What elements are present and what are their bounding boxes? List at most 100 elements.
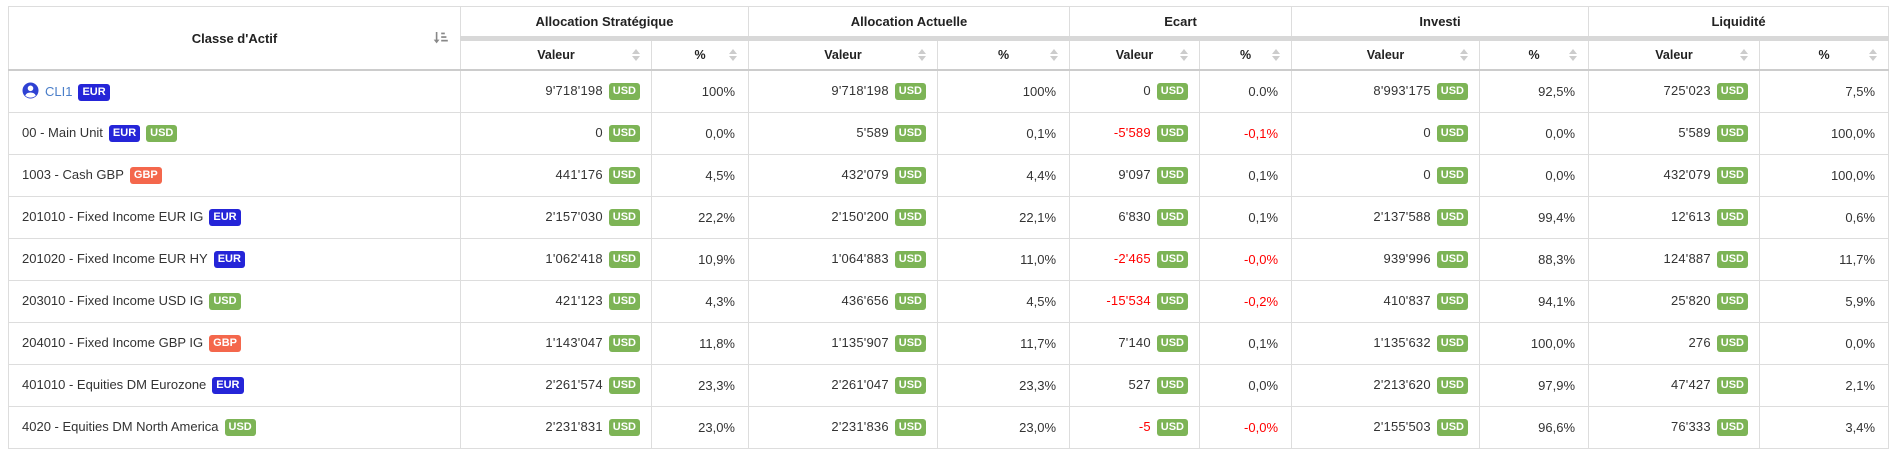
- sort-arrows-icon: [1460, 49, 1469, 61]
- percent-cell: 0.0%: [1199, 69, 1293, 113]
- value-amount: 527: [1128, 377, 1151, 392]
- percent-cell: 23,0%: [936, 406, 1071, 449]
- currency-badge-usd: USD: [608, 419, 640, 436]
- percent-cell: 22,1%: [936, 196, 1071, 239]
- percent-cell: 10,9%: [651, 238, 749, 281]
- value-amount: 2'231'836: [831, 419, 889, 434]
- percent-cell: 4,4%: [936, 154, 1071, 197]
- header-asset-class[interactable]: Classe d'Actif: [8, 6, 461, 71]
- currency-badge-usd: USD: [1436, 251, 1469, 268]
- asset-class-label: 00 - Main Unit: [22, 125, 103, 140]
- value-column-header-3[interactable]: Valeur: [1291, 38, 1481, 71]
- currency-badge-usd: USD: [1156, 209, 1189, 226]
- value-amount: 1'064'883: [831, 251, 889, 266]
- sort-arrows-icon: [632, 49, 641, 61]
- value-cell: 47'427 USD: [1588, 364, 1761, 407]
- value-amount: 7'140: [1118, 335, 1151, 350]
- value-amount: -5'589: [1113, 125, 1151, 140]
- percent-cell: 23,3%: [936, 364, 1071, 407]
- percent-cell: 11,0%: [936, 238, 1071, 281]
- value-cell: 527 USD: [1069, 364, 1201, 407]
- value-cell: 2'261'047 USD: [748, 364, 938, 407]
- value-cell: 1'143'047 USD: [460, 322, 652, 365]
- asset-class-cell: 1003 - Cash GBP GBP: [8, 154, 461, 197]
- value-column-header-1[interactable]: Valeur: [748, 38, 938, 71]
- currency-badge-usd: USD: [608, 251, 640, 268]
- group-header-row: Classe d'Actif Allocation Stratégique Al…: [8, 6, 1890, 71]
- allocation-table: Classe d'Actif Allocation Stratégique Al…: [8, 6, 1890, 449]
- value-amount: 1'135'907: [831, 335, 889, 350]
- value-amount: 9'097: [1118, 167, 1151, 182]
- sort-arrows-icon: [1869, 49, 1878, 61]
- percent-cell: 0,1%: [1199, 196, 1293, 239]
- client-link[interactable]: CLI1: [45, 84, 73, 99]
- value-cell: 2'157'030 USD: [460, 196, 652, 239]
- percent-cell: 94,1%: [1479, 280, 1590, 323]
- value-cell: 9'718'198 USD: [460, 69, 652, 113]
- group-header-allocation-strategique[interactable]: Allocation Stratégique: [460, 6, 749, 41]
- value-amount: 5'589: [1678, 125, 1711, 140]
- currency-badge-usd: USD: [894, 125, 926, 142]
- value-column-header-4[interactable]: Valeur: [1588, 38, 1761, 71]
- value-cell: -2'465 USD: [1069, 238, 1201, 281]
- percent-column-header-1[interactable]: %: [936, 38, 1071, 71]
- currency-badge-usd: USD: [1436, 335, 1469, 352]
- currency-badge-usd: USD: [1156, 251, 1189, 268]
- group-header-allocation-actuelle[interactable]: Allocation Actuelle: [747, 6, 1071, 41]
- value-amount: 124'887: [1663, 251, 1711, 266]
- asset-class-cell: 401010 - Equities DM Eurozone EUR: [8, 364, 461, 407]
- currency-badge-usd: USD: [1716, 209, 1749, 226]
- value-amount: 276: [1688, 335, 1711, 350]
- sort-arrows-icon: [1180, 49, 1189, 61]
- currency-badge-usd: USD: [1436, 293, 1469, 310]
- value-amount: 432'079: [841, 167, 889, 182]
- percent-column-header-2[interactable]: %: [1199, 38, 1293, 71]
- value-cell: 2'231'836 USD: [748, 406, 938, 449]
- percent-cell: 100,0%: [1759, 112, 1890, 155]
- value-column-header-2[interactable]: Valeur: [1069, 38, 1201, 71]
- value-amount: 441'176: [555, 167, 603, 182]
- value-amount: 0: [1143, 83, 1151, 98]
- currency-badge-usd: USD: [1156, 419, 1189, 436]
- currency-badge-usd: USD: [1436, 419, 1469, 436]
- value-amount: 410'837: [1383, 293, 1431, 308]
- asset-class-cell: 00 - Main Unit EUR USD: [8, 112, 461, 155]
- value-column-header-0[interactable]: Valeur: [460, 38, 652, 71]
- percent-column-header-3[interactable]: %: [1479, 38, 1590, 71]
- value-cell: 2'261'574 USD: [460, 364, 652, 407]
- percent-cell: 23,3%: [651, 364, 749, 407]
- currency-badge-usd: USD: [1716, 293, 1749, 310]
- percent-cell: -0,0%: [1199, 406, 1293, 449]
- asset-class-label: 401010 - Equities DM Eurozone: [22, 377, 207, 392]
- group-header-ecart[interactable]: Ecart: [1069, 6, 1293, 41]
- value-cell: 5'589 USD: [1588, 112, 1761, 155]
- value-amount: 2'261'047: [831, 377, 889, 392]
- value-cell: 12'613 USD: [1588, 196, 1761, 239]
- currency-badge-eur: EUR: [108, 125, 141, 142]
- currency-badge-usd: USD: [1436, 83, 1469, 100]
- value-cell: 8'993'175 USD: [1291, 69, 1481, 113]
- currency-badge-gbp: GBP: [129, 167, 162, 184]
- asset-class-label: 4020 - Equities DM North America: [22, 419, 219, 434]
- currency-badge-eur: EUR: [213, 251, 245, 268]
- value-cell: -5 USD: [1069, 406, 1201, 449]
- asset-class-header-label: Classe d'Actif: [191, 30, 278, 46]
- currency-badge-usd: USD: [1716, 83, 1749, 100]
- value-cell: 2'213'620 USD: [1291, 364, 1481, 407]
- value-cell: 0 USD: [1069, 69, 1201, 113]
- group-header-liquidite[interactable]: Liquidité: [1588, 6, 1890, 41]
- group-header-investi[interactable]: Investi: [1291, 6, 1590, 41]
- value-amount: 2'157'030: [545, 209, 603, 224]
- currency-badge-eur: EUR: [209, 209, 241, 226]
- value-cell: 421'123 USD: [460, 280, 652, 323]
- percent-column-header-4[interactable]: %: [1759, 38, 1890, 71]
- currency-badge-usd: USD: [894, 335, 926, 352]
- currency-badge-usd: USD: [608, 167, 640, 184]
- percent-column-header-0[interactable]: %: [651, 38, 749, 71]
- value-amount: 25'820: [1670, 293, 1711, 308]
- value-column-header-label: Valeur: [824, 48, 862, 62]
- asset-class-cell: 201010 - Fixed Income EUR IG EUR: [8, 196, 461, 239]
- percent-cell: 4,5%: [651, 154, 749, 197]
- currency-badge-usd: USD: [894, 209, 926, 226]
- percent-cell: 0,0%: [1199, 364, 1293, 407]
